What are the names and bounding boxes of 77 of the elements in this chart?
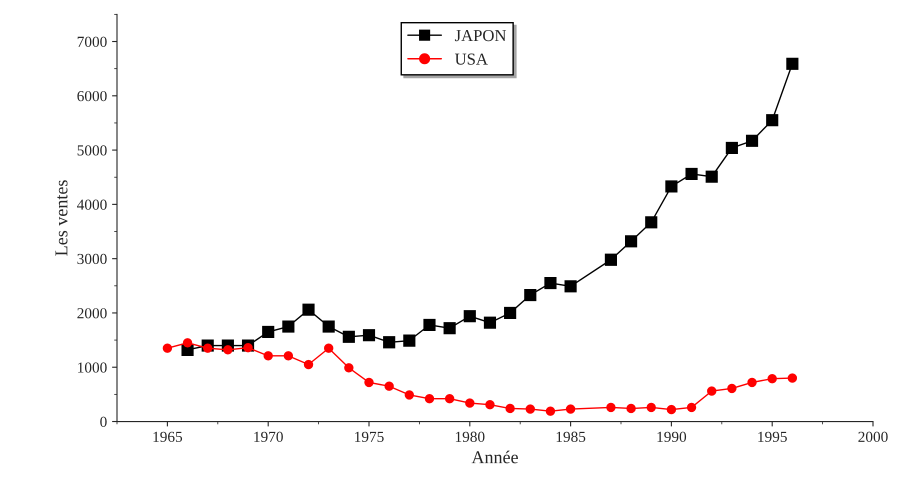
- x-tick-label: 1985: [556, 432, 586, 442]
- y-tick-label: 4000: [77, 200, 107, 210]
- point: [645, 216, 658, 228]
- point: [282, 320, 294, 333]
- point: [546, 406, 556, 416]
- point: [264, 351, 273, 361]
- point: [344, 363, 354, 372]
- point: [726, 142, 738, 154]
- point: [766, 114, 778, 126]
- point: [564, 280, 577, 292]
- point: [423, 318, 436, 331]
- point: [304, 360, 314, 370]
- point: [203, 344, 212, 353]
- point: [746, 134, 758, 147]
- point: [444, 322, 456, 334]
- point: [362, 329, 376, 342]
- point: [424, 394, 434, 404]
- point: [464, 310, 476, 322]
- point: [324, 344, 334, 353]
- point: [606, 402, 616, 412]
- point: [786, 58, 798, 70]
- y-tick-label: 7000: [78, 36, 107, 47]
- point: [526, 404, 535, 414]
- x-tick-label: 1965: [153, 432, 182, 442]
- point: [707, 386, 716, 396]
- point: [262, 326, 274, 338]
- x-axis-title: Année: [472, 450, 518, 464]
- point: [302, 304, 315, 316]
- point: [504, 306, 516, 320]
- point: [544, 277, 557, 290]
- point: [685, 168, 698, 180]
- y-tick-label: 3000: [77, 254, 107, 264]
- point: [465, 398, 474, 408]
- point: [566, 404, 576, 414]
- point: [625, 235, 638, 248]
- point: [384, 382, 394, 391]
- point: [747, 378, 757, 388]
- point: [243, 343, 253, 352]
- point: [284, 351, 294, 361]
- point: [383, 336, 396, 348]
- point: [706, 170, 718, 183]
- point: [768, 374, 777, 384]
- point: [484, 316, 496, 329]
- point: [485, 400, 495, 410]
- point: [322, 320, 335, 333]
- point: [364, 378, 374, 388]
- point: [403, 334, 416, 347]
- x-tick-label: 2000: [858, 432, 888, 442]
- x-tick-label: 1990: [657, 432, 686, 442]
- point: [626, 404, 636, 414]
- point: [505, 404, 515, 414]
- y-tick-label: 0: [100, 416, 107, 427]
- point: [524, 288, 536, 302]
- x-tick-label: 1975: [355, 432, 384, 442]
- y-tick-label: 5000: [78, 145, 107, 156]
- point: [444, 394, 454, 404]
- point: [342, 330, 355, 343]
- x-tick-label: 1980: [456, 432, 484, 442]
- point: [604, 254, 617, 266]
- point: [404, 390, 414, 400]
- point: [686, 402, 696, 412]
- legend-label: USA: [454, 54, 488, 65]
- legend-label: JAPON: [454, 30, 506, 42]
- point: [223, 345, 233, 355]
- point: [666, 404, 676, 414]
- point: [727, 384, 737, 394]
- x-tick-label: 1995: [758, 432, 787, 442]
- y-axis-title: Les ventes: [56, 180, 68, 256]
- point: [646, 402, 656, 412]
- y-tick-label: 6000: [77, 90, 107, 102]
- point: [665, 180, 678, 193]
- point: [182, 338, 192, 348]
- y-tick-label: 1000: [78, 362, 107, 373]
- x-tick-label: 1970: [254, 432, 283, 442]
- y-tick-label: 2000: [77, 308, 107, 318]
- point: [162, 344, 172, 353]
- point: [788, 373, 798, 383]
